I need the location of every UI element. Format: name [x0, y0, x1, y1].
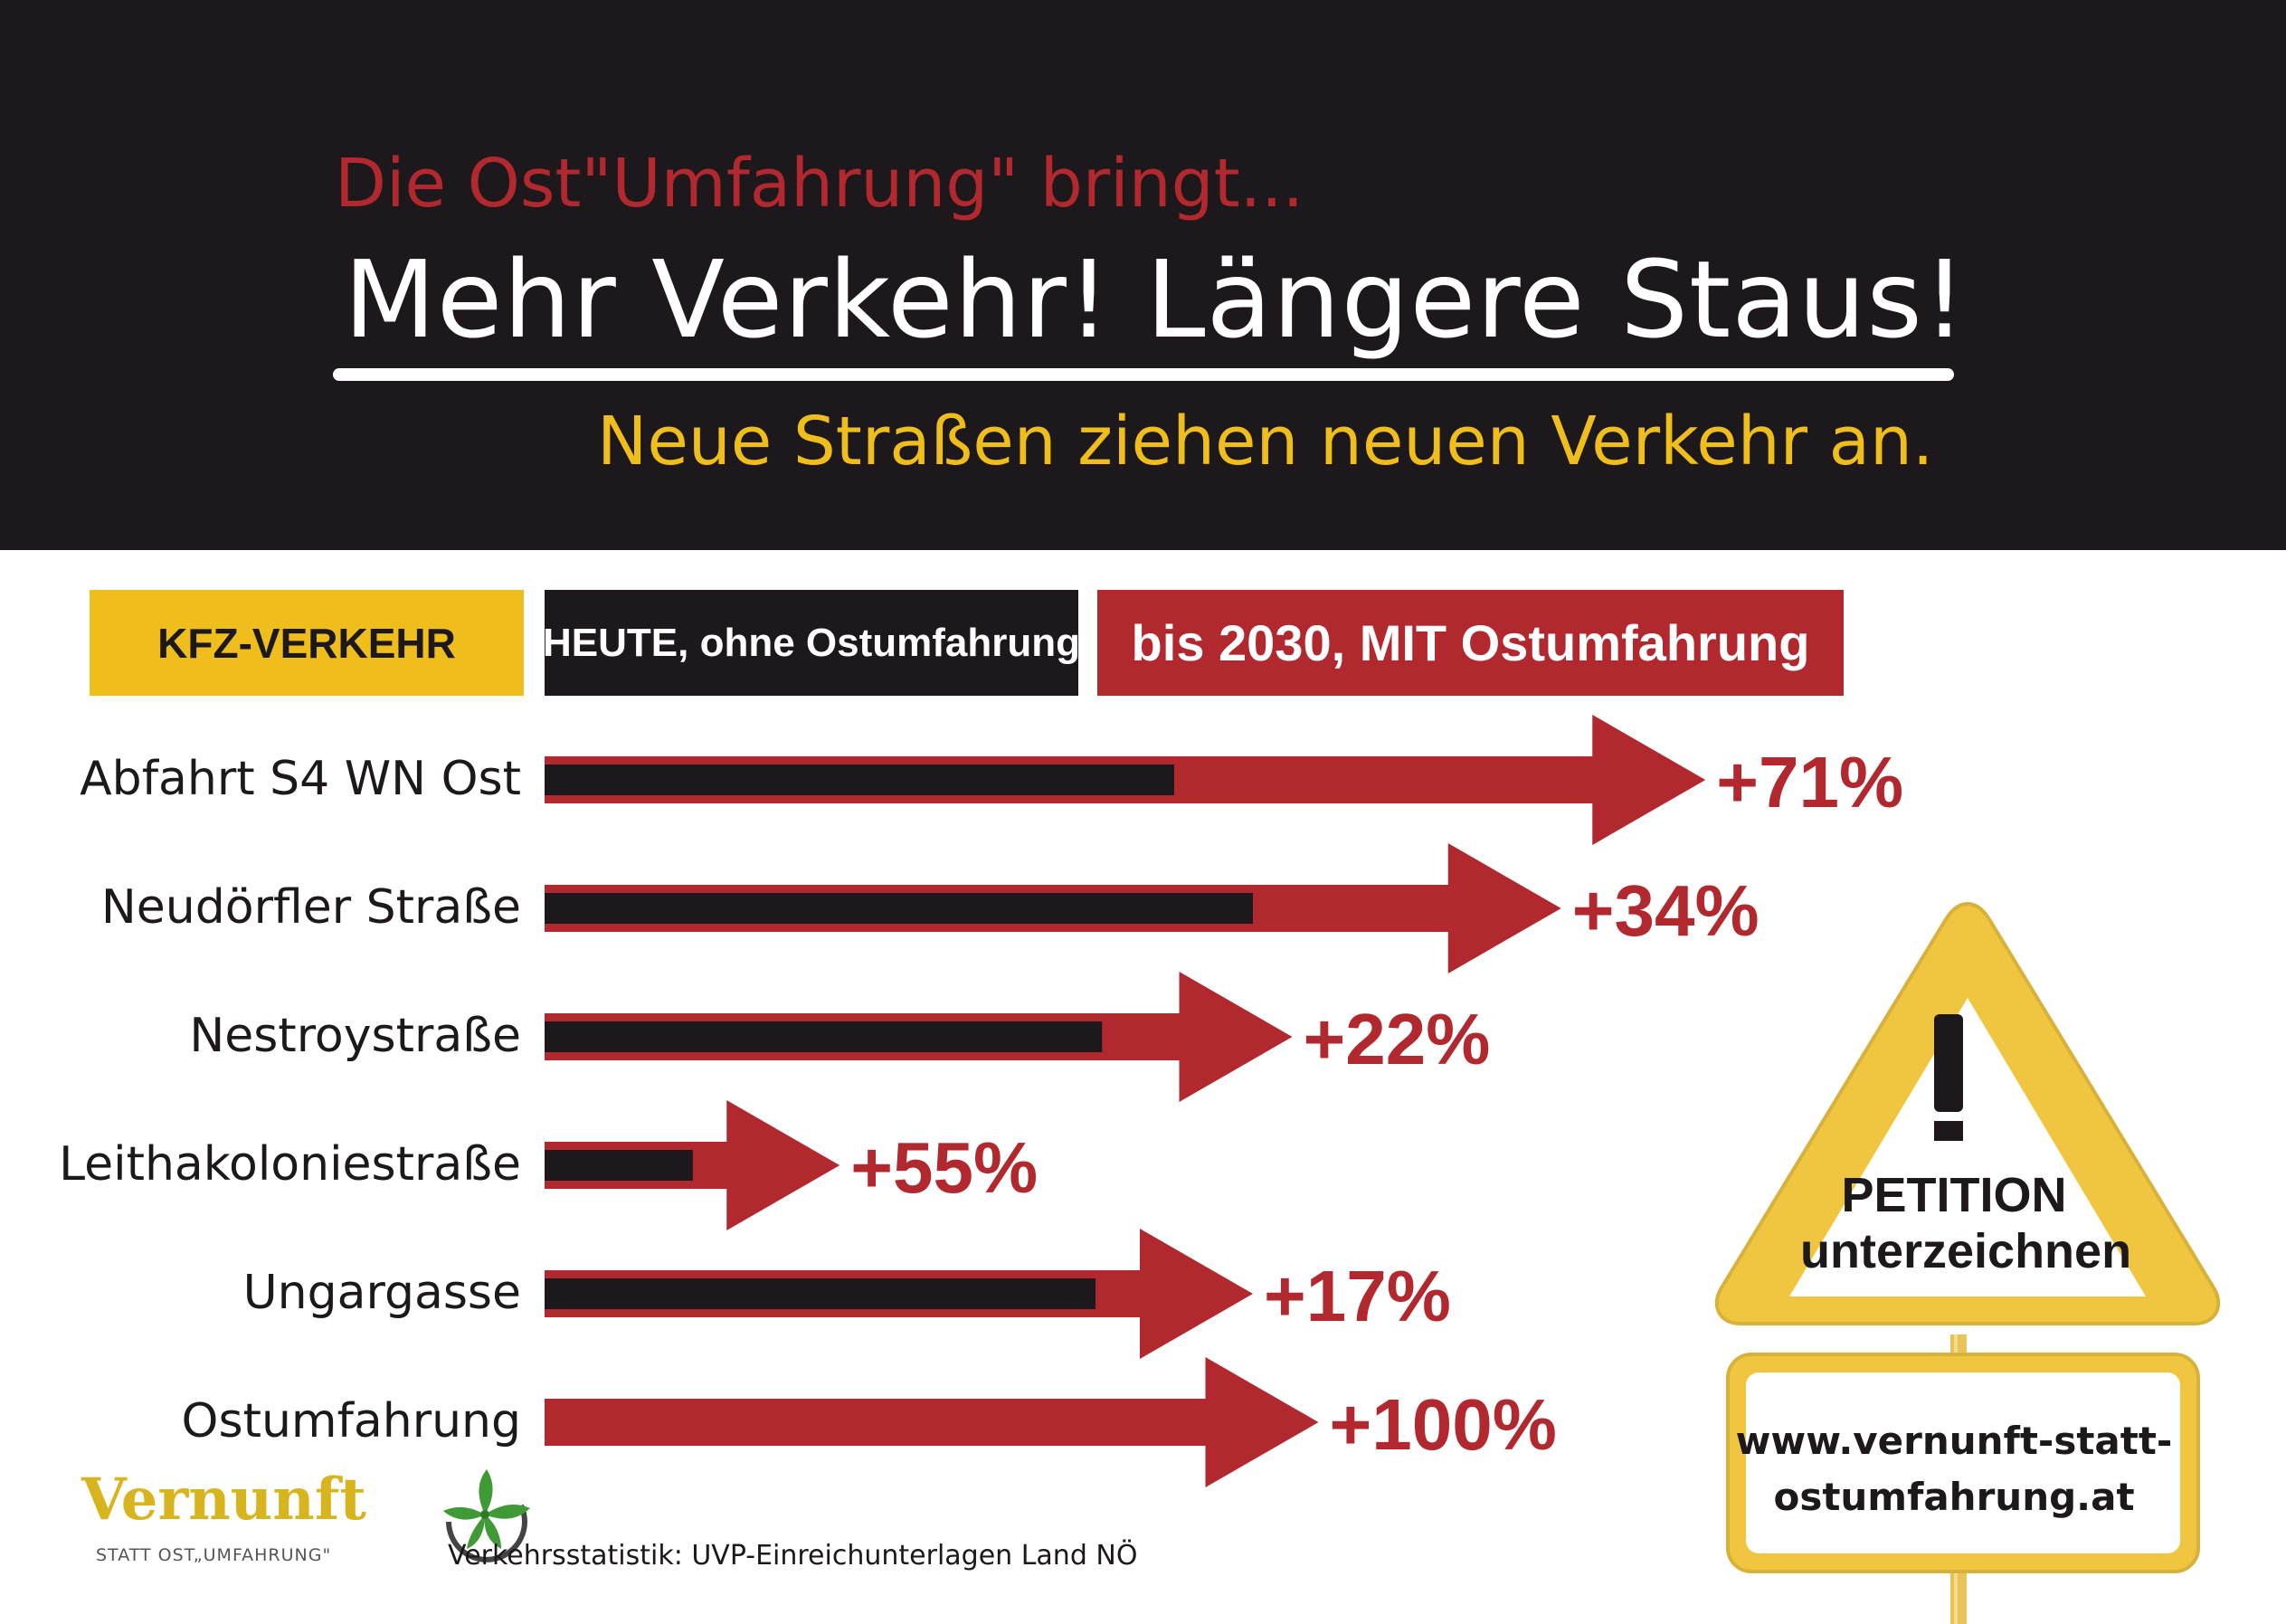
warning-sign-icon [1714, 901, 2221, 1624]
logo-wordmark: Vernunft [81, 1466, 366, 1534]
petition-url[interactable]: www.vernunft-statt- ostumfahrung.at [1728, 1413, 2180, 1525]
url-line-2[interactable]: ostumfahrung.at [1773, 1475, 2135, 1519]
today-bar [545, 1021, 1103, 1052]
petition-line-2: unterzeichnen [1800, 1224, 2132, 1278]
petition-line-1: PETITION [1841, 1168, 2067, 1222]
category-label: Nestroystraße [189, 1009, 521, 1063]
category-label: Abfahrt S4 WN Ost [80, 752, 521, 806]
today-bar [545, 893, 1253, 924]
future-arrow [545, 1357, 1319, 1487]
change-label: +100% [1330, 1384, 1557, 1465]
logo-tagline: STATT OST„UMFAHRUNG" [96, 1545, 332, 1565]
category-label: Leithakoloniestraße [59, 1137, 521, 1192]
legend-today: HEUTE, ohne Ostumfahrung [543, 590, 1080, 696]
header-band: Die Ost"Umfahrung" bringt... Mehr Verkeh… [0, 0, 2286, 550]
headline-underline [333, 368, 1954, 381]
leaf-logo-icon [443, 1469, 530, 1562]
main-headline: Mehr Verkehr! Längere Staus! [344, 237, 1968, 362]
petition-title: PETITION unterzeichnen [1800, 1167, 2132, 1279]
source-note: Verkehrsstatistik: UVP-Einreichunterlage… [448, 1540, 1138, 1572]
legend-2030: bis 2030, MIT Ostumfahrung [1097, 590, 1844, 696]
change-label: +55% [850, 1127, 1038, 1208]
change-label: +34% [1572, 870, 1760, 951]
today-bar [545, 1278, 1096, 1309]
change-label: +22% [1304, 999, 1491, 1079]
today-bar [545, 1150, 693, 1181]
legend-category-label: KFZ-VERKEHR [90, 590, 524, 696]
subheadline: Neue Straßen ziehen neuen Verkehr an. [597, 403, 1934, 480]
change-label: +17% [1264, 1256, 1451, 1336]
category-label: Ungargasse [243, 1266, 521, 1320]
intro-heading: Die Ost"Umfahrung" bringt... [335, 145, 1304, 223]
change-label: +71% [1716, 742, 1903, 822]
category-label: Neudörfler Straße [101, 880, 521, 935]
url-line-1[interactable]: www.vernunft-statt- [1735, 1419, 2173, 1463]
category-label: Ostumfahrung [182, 1394, 521, 1448]
today-bar [545, 765, 1174, 795]
